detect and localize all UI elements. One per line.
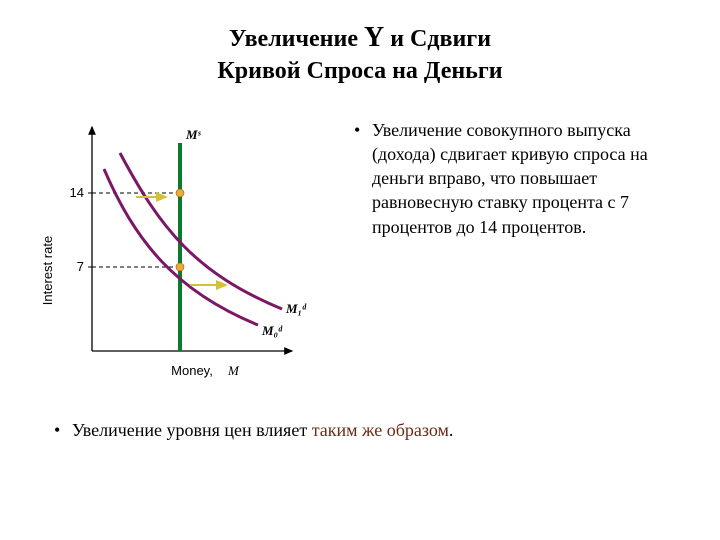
title-line2: Кривой Спроса на Деньги: [0, 56, 720, 87]
text-column: Увеличение совокупного выпуска (дохода) …: [340, 113, 690, 393]
chart-svg: 14 7 Mˢ M₀ᵈM₁ᵈ Interest rate Money, M: [30, 113, 330, 393]
bottom-bullet-c: .: [449, 420, 454, 440]
svg-text:7: 7: [77, 259, 84, 274]
bottom-bullet-a: Увеличение уровня цен влияет: [72, 420, 312, 440]
content-row: 14 7 Mˢ M₀ᵈM₁ᵈ Interest rate Money, M Увеличе…: [0, 88, 720, 393]
title-part2: и Сдвиги: [384, 26, 491, 52]
svg-text:Money,: Money,: [171, 363, 213, 378]
bottom-bullet-highlight: таким же образом: [312, 420, 449, 440]
money-demand-chart: 14 7 Mˢ M₀ᵈM₁ᵈ Interest rate Money, M: [30, 113, 330, 393]
svg-text:M₀ᵈ: M₀ᵈ: [261, 323, 283, 338]
title-part1: Увеличение: [229, 26, 364, 52]
svg-text:M₁ᵈ: M₁ᵈ: [285, 301, 307, 316]
main-bullet: Увеличение совокупного выпуска (дохода) …: [350, 118, 690, 239]
svg-text:M: M: [227, 363, 240, 378]
bottom-bullet: Увеличение уровня цен влияет таким же об…: [50, 418, 690, 442]
svg-text:14: 14: [70, 185, 84, 200]
title-y: Y: [364, 22, 384, 53]
bottom-bullet-row: Увеличение уровня цен влияет таким же об…: [0, 393, 720, 442]
svg-text:Mˢ: Mˢ: [185, 127, 202, 142]
slide-title: Увеличение Y и Сдвиги Кривой Спроса на Д…: [0, 0, 720, 88]
chart-column: 14 7 Mˢ M₀ᵈM₁ᵈ Interest rate Money, M: [30, 113, 340, 393]
svg-text:Interest rate: Interest rate: [40, 235, 55, 304]
